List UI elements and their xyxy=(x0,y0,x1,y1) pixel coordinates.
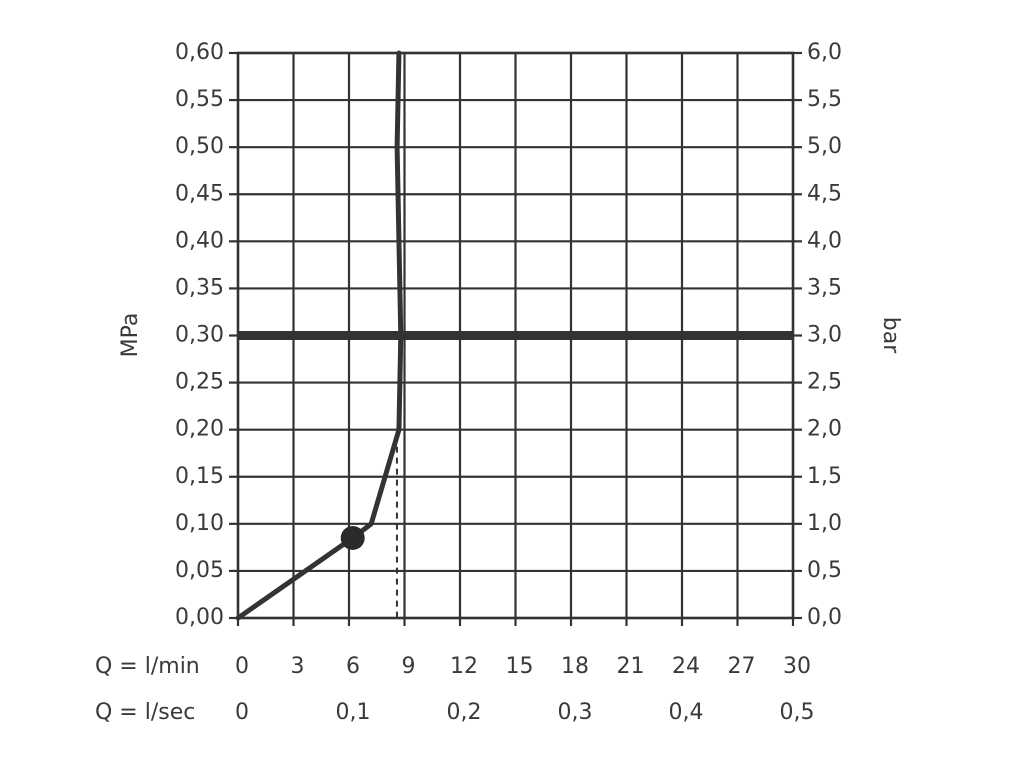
y-left-tick-label: 0,15 xyxy=(175,464,224,489)
y-right-tick-label: 4,5 xyxy=(807,181,842,206)
y-left-tick-label: 0,40 xyxy=(175,228,224,253)
x-tick-label-lmin: 27 xyxy=(728,654,756,679)
x-axis-title-lsec: Q = l/sec xyxy=(95,700,195,725)
x-axis-title-lmin: Q = l/min xyxy=(95,654,200,679)
operating-point-marker xyxy=(340,525,365,550)
y-left-tick-label: 0,45 xyxy=(175,181,224,206)
y-left-tick-label: 0,20 xyxy=(175,417,224,442)
y-left-tick-label: 0,50 xyxy=(175,134,224,159)
x-tick-label-lmin: 30 xyxy=(783,654,811,679)
y-right-tick-label: 5,0 xyxy=(807,134,842,159)
x-tick-label-lmin: 0 xyxy=(235,654,249,679)
y-right-tick-label: 5,5 xyxy=(807,87,842,112)
x-axis-labels: 0 3 6 9 12 15 18 21 24 27 30 0 0,1 0,2 0,3 0,4 0,5 xyxy=(235,654,815,725)
y-right-tick-label: 0,5 xyxy=(807,558,842,583)
x-tick-label-lmin: 3 xyxy=(291,654,305,679)
x-tick-label-lsec: 0,2 xyxy=(447,700,482,725)
y-right-tick-label: 2,5 xyxy=(807,370,842,395)
x-tick-label-lsec: 0,3 xyxy=(558,700,593,725)
y-right-tick-label: 1,5 xyxy=(807,464,842,489)
x-tick-label-lsec: 0 xyxy=(235,700,249,725)
x-tick-label-lsec: 0,1 xyxy=(336,700,371,725)
y-right-tick-label: 1,0 xyxy=(807,511,842,536)
x-tick-label-lmin: 21 xyxy=(617,654,645,679)
y-axis-left-title: MPa xyxy=(118,313,143,358)
y-axis-right-title: bar xyxy=(878,317,903,354)
tick-marks xyxy=(229,51,802,626)
y-right-tick-label: 0,0 xyxy=(807,605,842,630)
y-left-tick-label: 0,00 xyxy=(175,605,224,630)
x-tick-label-lmin: 12 xyxy=(450,654,478,679)
y-left-tick-label: 0,55 xyxy=(175,87,224,112)
y-left-tick-label: 0,35 xyxy=(175,275,224,300)
x-tick-label-lmin: 9 xyxy=(402,654,416,679)
x-tick-label-lmin: 15 xyxy=(506,654,534,679)
y-left-tick-label: 0,30 xyxy=(175,323,224,348)
series-layer xyxy=(235,50,404,621)
y-axis-left-labels: 0,00 0,05 0,10 0,15 0,20 0,25 0,30 0,35 0,40 0,45… xyxy=(175,40,224,630)
x-tick-label-lmin: 6 xyxy=(346,654,360,679)
y-right-tick-label: 4,0 xyxy=(807,228,842,253)
y-left-tick-label: 0,25 xyxy=(175,370,224,395)
x-tick-label-lmin: 24 xyxy=(672,654,700,679)
y-right-tick-label: 2,0 xyxy=(807,417,842,442)
x-tick-label-lsec: 0,5 xyxy=(780,700,815,725)
y-left-tick-label: 0,60 xyxy=(175,40,224,65)
y-left-tick-label: 0,05 xyxy=(175,558,224,583)
x-tick-label-lsec: 0,4 xyxy=(669,700,704,725)
y-right-tick-label: 3,0 xyxy=(807,323,842,348)
y-right-tick-label: 3,5 xyxy=(807,275,842,300)
y-axis-right-labels: 0,0 0,5 1,0 1,5 2,0 2,5 3,0 3,5 4,0 4,5 5,0 5,5 6,0 xyxy=(807,40,842,630)
y-right-tick-label: 6,0 xyxy=(807,40,842,65)
x-tick-label-lmin: 18 xyxy=(561,654,589,679)
y-left-tick-label: 0,10 xyxy=(175,511,224,536)
